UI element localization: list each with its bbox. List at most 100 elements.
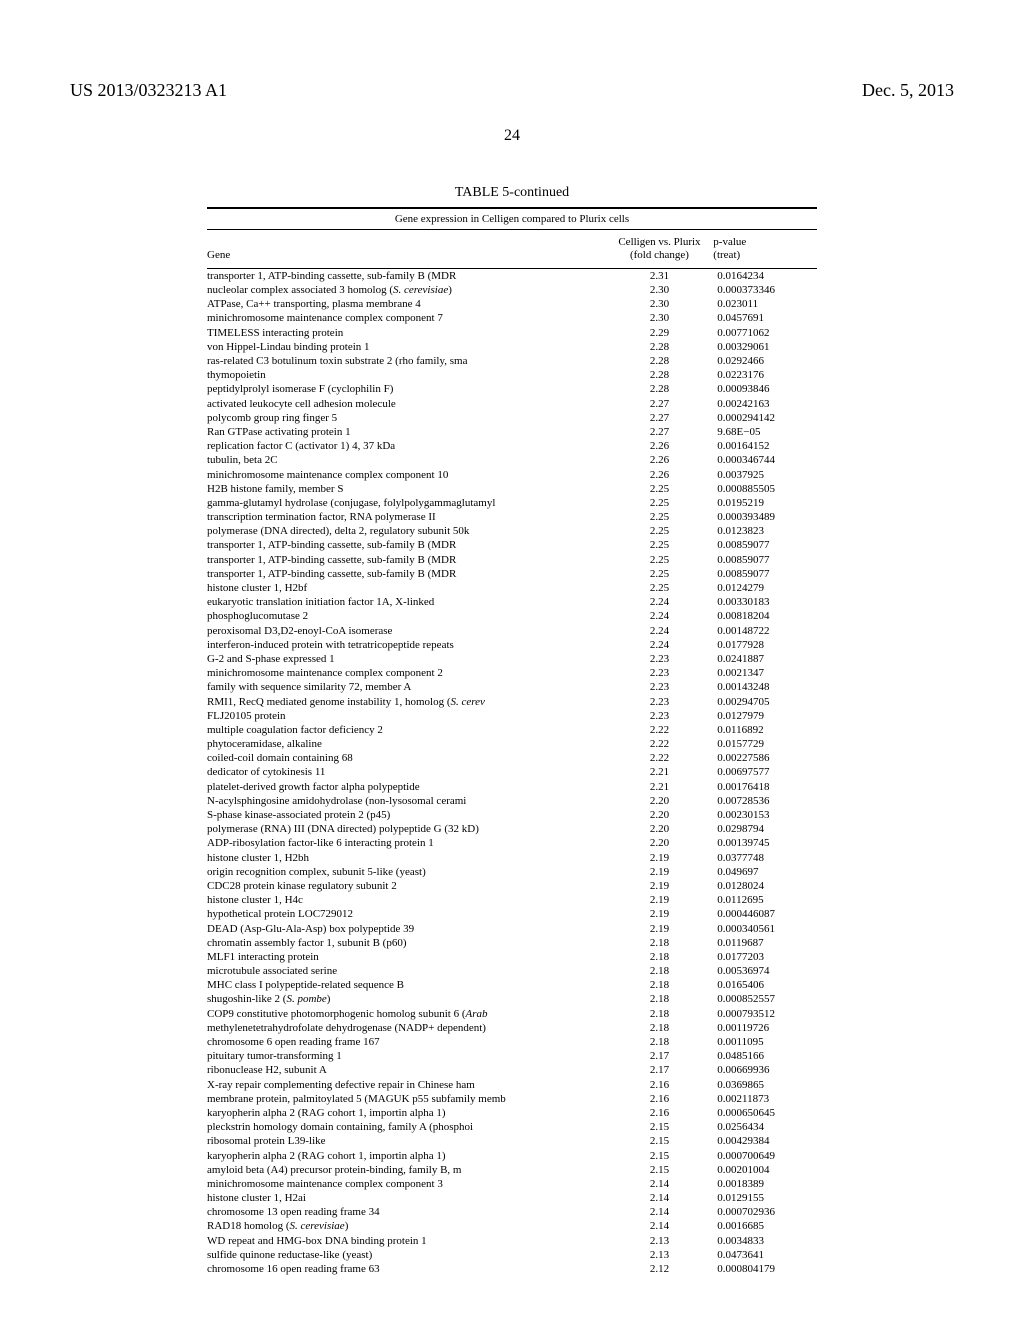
- table-row: H2B histone family, member S2.250.000885…: [207, 482, 817, 496]
- table-row: chromosome 6 open reading frame 1672.180…: [207, 1036, 817, 1050]
- gene-cell: interferon-induced protein with tetratri…: [207, 638, 610, 652]
- table-row: DEAD (Asp-Glu-Ala-Asp) box polypeptide 3…: [207, 922, 817, 936]
- pvalue-cell: 0.0034833: [713, 1234, 817, 1248]
- pvalue-cell: 0.0177928: [713, 638, 817, 652]
- col-pvalue-header: p-value (treat): [713, 230, 817, 269]
- foldchange-cell: 2.15: [610, 1135, 714, 1149]
- table-row: ras-related C3 botulinum toxin substrate…: [207, 355, 817, 369]
- gene-cell: chromosome 6 open reading frame 167: [207, 1036, 610, 1050]
- foldchange-cell: 2.13: [610, 1248, 714, 1262]
- pvalue-cell: 0.000804179: [713, 1263, 817, 1277]
- foldchange-cell: 2.23: [610, 709, 714, 723]
- gene-cell: peroxisomal D3,D2-enoyl-CoA isomerase: [207, 624, 610, 638]
- publication-date: Dec. 5, 2013: [862, 80, 954, 101]
- gene-cell: X-ray repair complementing defective rep…: [207, 1078, 610, 1092]
- col-p-label-1: p-value: [713, 236, 746, 248]
- foldchange-cell: 2.30: [610, 312, 714, 326]
- foldchange-cell: 2.26: [610, 468, 714, 482]
- gene-cell: H2B histone family, member S: [207, 482, 610, 496]
- pvalue-cell: 0.0011095: [713, 1036, 817, 1050]
- table-row: WD repeat and HMG-box DNA binding protei…: [207, 1234, 817, 1248]
- pvalue-cell: 0.000793512: [713, 1007, 817, 1021]
- gene-cell: COP9 constitutive photomorphogenic homol…: [207, 1007, 610, 1021]
- foldchange-cell: 2.19: [610, 894, 714, 908]
- pvalue-cell: 0.00429384: [713, 1135, 817, 1149]
- table-row: polymerase (DNA directed), delta 2, regu…: [207, 525, 817, 539]
- pvalue-cell: 0.00242163: [713, 397, 817, 411]
- foldchange-cell: 2.20: [610, 823, 714, 837]
- gene-cell: transporter 1, ATP-binding cassette, sub…: [207, 567, 610, 581]
- pvalue-cell: 0.0016685: [713, 1220, 817, 1234]
- table-row: minichromosome maintenance complex compo…: [207, 1177, 817, 1191]
- pvalue-cell: 0.00139745: [713, 837, 817, 851]
- foldchange-cell: 2.25: [610, 539, 714, 553]
- table-row: amyloid beta (A4) precursor protein-bind…: [207, 1163, 817, 1177]
- pvalue-cell: 0.00143248: [713, 681, 817, 695]
- gene-cell: phosphoglucomutase 2: [207, 610, 610, 624]
- gene-cell: ADP-ribosylation factor-like 6 interacti…: [207, 837, 610, 851]
- gene-expression-table: Gene Celligen vs. Plurix (fold change) p…: [207, 230, 817, 1277]
- foldchange-cell: 2.17: [610, 1064, 714, 1078]
- table-row: histone cluster 1, H4c2.190.0112695: [207, 894, 817, 908]
- gene-cell: ras-related C3 botulinum toxin substrate…: [207, 355, 610, 369]
- foldchange-cell: 2.28: [610, 369, 714, 383]
- pvalue-cell: 9.68E−05: [713, 425, 817, 439]
- table-row: von Hippel-Lindau binding protein 12.280…: [207, 340, 817, 354]
- table-caption: Gene expression in Celligen compared to …: [207, 209, 817, 230]
- gene-cell: RAD18 homolog (S. cerevisiae): [207, 1220, 610, 1234]
- gene-cell: histone cluster 1, H4c: [207, 894, 610, 908]
- gene-cell: Ran GTPase activating protein 1: [207, 425, 610, 439]
- foldchange-cell: 2.23: [610, 652, 714, 666]
- gene-cell: transporter 1, ATP-binding cassette, sub…: [207, 539, 610, 553]
- table-header-row: Gene Celligen vs. Plurix (fold change) p…: [207, 230, 817, 269]
- pvalue-cell: 0.0292466: [713, 355, 817, 369]
- gene-cell: transporter 1, ATP-binding cassette, sub…: [207, 269, 610, 284]
- table-row: histone cluster 1, H2bf2.250.0124279: [207, 582, 817, 596]
- pvalue-cell: 0.0164234: [713, 269, 817, 284]
- table-row: thymopoietin2.280.0223176: [207, 369, 817, 383]
- pvalue-cell: 0.00697577: [713, 766, 817, 780]
- table-row: pleckstrin homology domain containing, f…: [207, 1121, 817, 1135]
- pvalue-cell: 0.00818204: [713, 610, 817, 624]
- foldchange-cell: 2.15: [610, 1163, 714, 1177]
- gene-cell: minichromosome maintenance complex compo…: [207, 312, 610, 326]
- table-row: phosphoglucomutase 22.240.00818204: [207, 610, 817, 624]
- pvalue-cell: 0.0124279: [713, 582, 817, 596]
- gene-cell: karyopherin alpha 2 (RAG cohort 1, impor…: [207, 1149, 610, 1163]
- gene-cell: amyloid beta (A4) precursor protein-bind…: [207, 1163, 610, 1177]
- gene-cell: transcription termination factor, RNA po…: [207, 511, 610, 525]
- pvalue-cell: 0.00330183: [713, 596, 817, 610]
- pvalue-cell: 0.0123823: [713, 525, 817, 539]
- pvalue-cell: 0.000650645: [713, 1106, 817, 1120]
- pvalue-cell: 0.00771062: [713, 326, 817, 340]
- foldchange-cell: 2.27: [610, 397, 714, 411]
- pvalue-cell: 0.0457691: [713, 312, 817, 326]
- table-row: chromatin assembly factor 1, subunit B (…: [207, 936, 817, 950]
- table-row: RAD18 homolog (S. cerevisiae)2.140.00166…: [207, 1220, 817, 1234]
- pvalue-cell: 0.0021347: [713, 667, 817, 681]
- gene-cell: hypothetical protein LOC729012: [207, 908, 610, 922]
- pvalue-cell: 0.00093846: [713, 383, 817, 397]
- pvalue-cell: 0.000393489: [713, 511, 817, 525]
- table-row: karyopherin alpha 2 (RAG cohort 1, impor…: [207, 1106, 817, 1120]
- gene-cell: origin recognition complex, subunit 5-li…: [207, 865, 610, 879]
- pvalue-cell: 0.00230153: [713, 809, 817, 823]
- foldchange-cell: 2.19: [610, 865, 714, 879]
- table-row: ribosomal protein L39-like2.150.00429384: [207, 1135, 817, 1149]
- col-fc-label-2: (fold change): [630, 249, 689, 261]
- foldchange-cell: 2.28: [610, 355, 714, 369]
- foldchange-cell: 2.24: [610, 638, 714, 652]
- gene-cell: G-2 and S-phase expressed 1: [207, 652, 610, 666]
- gene-cell: coiled-coil domain containing 68: [207, 752, 610, 766]
- pvalue-cell: 0.00859077: [713, 539, 817, 553]
- gene-cell: ribonuclease H2, subunit A: [207, 1064, 610, 1078]
- gene-cell: chromosome 13 open reading frame 34: [207, 1206, 610, 1220]
- table-row: X-ray repair complementing defective rep…: [207, 1078, 817, 1092]
- pvalue-cell: 0.00329061: [713, 340, 817, 354]
- foldchange-cell: 2.18: [610, 1036, 714, 1050]
- foldchange-cell: 2.14: [610, 1177, 714, 1191]
- table-row: dedicator of cytokinesis 112.210.0069757…: [207, 766, 817, 780]
- pvalue-cell: 0.00669936: [713, 1064, 817, 1078]
- pvalue-cell: 0.00728536: [713, 794, 817, 808]
- gene-cell: chromatin assembly factor 1, subunit B (…: [207, 936, 610, 950]
